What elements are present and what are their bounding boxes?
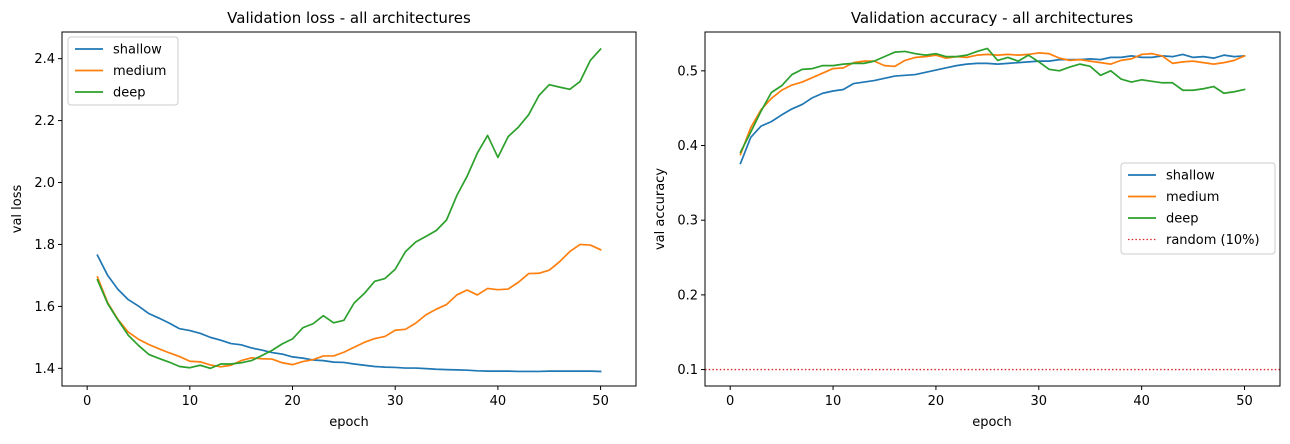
accuracy-x-tick-label: 20	[928, 394, 945, 409]
accuracy-y-tick-label: 0.4	[677, 139, 698, 154]
loss-legend-box	[67, 36, 179, 106]
loss-y-tick-label: 1.8	[34, 238, 55, 253]
loss-legend: shallow medium deep	[67, 36, 179, 106]
accuracy-x-tick-label: 40	[1133, 394, 1150, 409]
accuracy-plot-area: 0 10 20 30 40 50 0.1 0.2 0.3 0.4 0.5 shallow medium d…	[677, 31, 1281, 409]
accuracy-y-tick-label: 0.5	[677, 64, 698, 79]
loss-y-tick-label: 2.2	[34, 114, 55, 129]
loss-series-line-medium	[96, 243, 602, 368]
accuracy-x-tick-label: 10	[825, 394, 842, 409]
accuracy-legend-box	[1120, 162, 1276, 255]
loss-legend-label-shallow: shallow	[113, 43, 162, 58]
loss-plot-frame	[61, 31, 637, 387]
accuracy-legend-label-shallow: shallow	[1166, 169, 1215, 184]
loss-panel: Validation loss - all architectures 0 10 2…	[10, 9, 637, 430]
accuracy-x-tick-label: 0	[726, 394, 734, 409]
accuracy-y-axis-label: val accuracy	[653, 168, 668, 250]
accuracy-legend-label-deep: deep	[1166, 212, 1199, 227]
loss-plot-area: 0 10 20 30 40 50 1.4 1.6 1.8 2.0 2.2 2.4 shallow medi…	[34, 31, 637, 409]
loss-y-tick-label: 1.4	[34, 362, 55, 377]
loss-x-tick-label: 20	[284, 394, 301, 409]
loss-y-tick-label: 2.0	[34, 176, 55, 191]
accuracy-y-tick-label: 0.3	[677, 214, 698, 229]
loss-chart-title: Validation loss - all architectures	[227, 9, 471, 27]
accuracy-legend-label-medium: medium	[1166, 190, 1219, 205]
loss-y-tick-label: 2.4	[34, 52, 55, 67]
accuracy-x-axis-label: epoch	[972, 415, 1012, 430]
loss-x-tick-label: 50	[592, 394, 609, 409]
accuracy-legend: shallow medium deep random (10%)	[1120, 162, 1276, 255]
accuracy-y-tick-label: 0.2	[677, 288, 698, 303]
loss-y-axis-label: val loss	[10, 185, 25, 234]
accuracy-series-line-deep	[739, 47, 1246, 154]
loss-x-tick-label: 0	[83, 394, 91, 409]
accuracy-chart-title: Validation accuracy - all architectures	[851, 9, 1134, 27]
loss-x-tick-label: 30	[387, 394, 404, 409]
loss-x-tick-label: 10	[182, 394, 199, 409]
accuracy-y-tick-label: 0.1	[677, 363, 698, 378]
loss-series-line-shallow	[96, 254, 602, 373]
accuracy-plot-frame	[704, 31, 1281, 387]
loss-y-tick-label: 1.6	[34, 300, 55, 315]
loss-x-axis-label: epoch	[329, 415, 369, 430]
accuracy-x-tick-label: 30	[1031, 394, 1048, 409]
accuracy-series-line-shallow	[739, 53, 1246, 165]
accuracy-panel: Validation accuracy - all architectures …	[653, 9, 1281, 430]
accuracy-legend-label-random-10: random (10%)	[1166, 233, 1260, 248]
loss-x-tick-label: 40	[490, 394, 507, 409]
loss-series-line-deep	[96, 47, 602, 370]
loss-legend-label-deep: deep	[113, 86, 146, 101]
accuracy-x-tick-label: 50	[1236, 394, 1253, 409]
loss-legend-label-medium: medium	[113, 64, 166, 79]
